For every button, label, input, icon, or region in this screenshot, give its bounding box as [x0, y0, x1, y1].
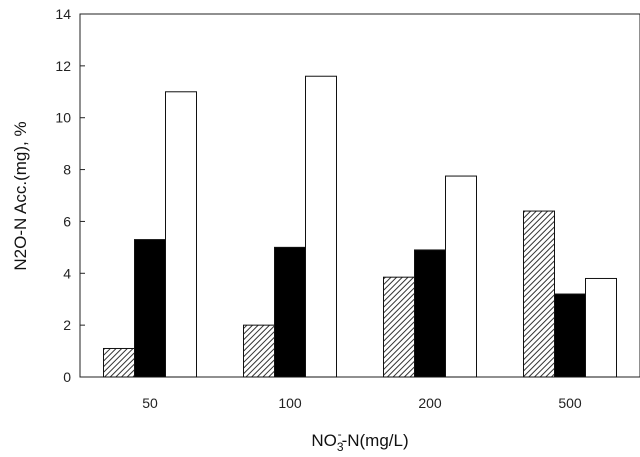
- bars-group: [103, 75, 617, 378]
- y-axis: 0 2 4 6 8 10 12 14: [55, 6, 85, 385]
- y-tick-label: 2: [63, 317, 71, 333]
- plot-frame: [79, 13, 640, 378]
- x-axis-title: NO3--N(mg/L): [311, 427, 408, 454]
- bar-series-2-100: [274, 246, 306, 378]
- bar-series-1-500: [523, 210, 555, 378]
- x-tick-label: 100: [278, 395, 302, 411]
- y-tick-label: 8: [63, 162, 71, 178]
- bar-series-1-100: [243, 324, 275, 378]
- y-tick-label: 10: [55, 110, 71, 126]
- bar-series-2-500: [554, 293, 586, 378]
- x-tick-label: 50: [142, 395, 158, 411]
- bar-series-1-50: [103, 347, 135, 378]
- bar-series-2-200: [414, 249, 446, 378]
- x-tick-label: 500: [558, 395, 582, 411]
- bar-series-3-200: [445, 175, 477, 378]
- bar-series-3-500: [585, 277, 617, 378]
- bar-series-2-50: [134, 239, 166, 378]
- y-axis-title: N2O-N Acc.(mg), %: [11, 121, 30, 270]
- bar-series-3-100: [305, 75, 337, 378]
- y-tick-label: 0: [63, 369, 71, 385]
- y-tick-label: 4: [63, 265, 71, 281]
- bar-series-1-200: [383, 276, 415, 378]
- x-axis: 50 100 200 500: [142, 395, 582, 411]
- x-tick-label: 200: [418, 395, 442, 411]
- bar-series-3-50: [165, 91, 197, 378]
- y-tick-label: 6: [63, 213, 71, 229]
- y-tick-label: 12: [55, 58, 71, 74]
- y-tick-label: 14: [55, 6, 71, 22]
